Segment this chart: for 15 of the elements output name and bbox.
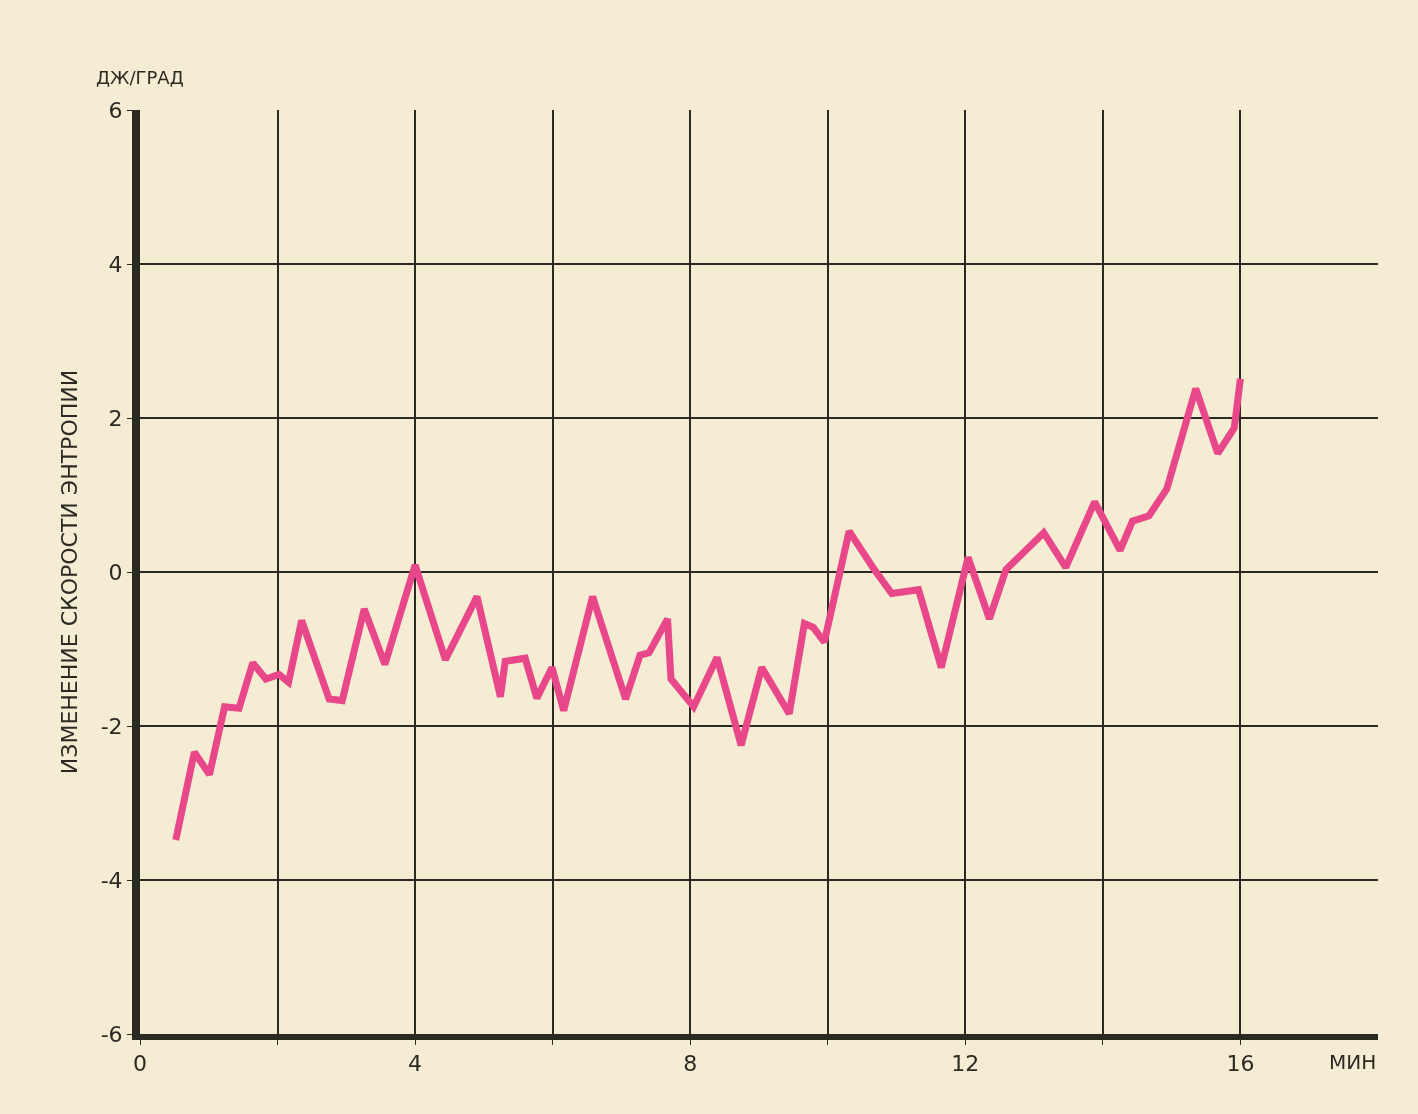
x-tick-label: 8 — [683, 1051, 698, 1077]
x-tick-label: 12 — [951, 1051, 980, 1077]
y-tick-label: -2 — [100, 713, 123, 739]
y-tick-label: 0 — [108, 559, 123, 585]
y-tick-label: -4 — [100, 867, 123, 893]
y-tick-label: -6 — [100, 1021, 123, 1047]
y-tick-label: 6 — [108, 97, 123, 123]
x-tick-label: 4 — [408, 1051, 423, 1077]
y-axis-title: ИЗМЕНЕНИЕ СКОРОСТИ ЭНТРОПИИ — [56, 369, 82, 775]
x-tick-label: 0 — [133, 1051, 147, 1077]
x-tick-label: 16 — [1226, 1051, 1255, 1077]
x-axis-title: МИН — [1329, 1050, 1377, 1074]
y-tick-label: 2 — [108, 405, 123, 431]
y-tick-label: 4 — [108, 251, 123, 277]
text: ДЖ/ГРАД — [96, 67, 184, 88]
